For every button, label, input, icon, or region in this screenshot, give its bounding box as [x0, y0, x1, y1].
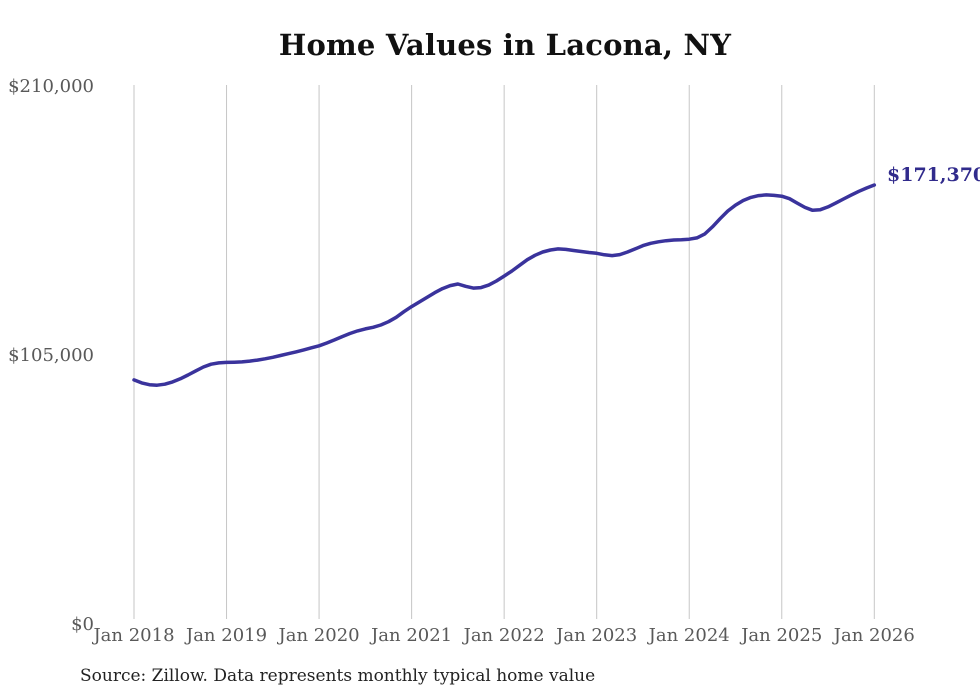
- latest-value-label: $171,370: [887, 164, 980, 186]
- x-axis-tick-labels: Jan 2018 Jan 2019 Jan 2020 Jan 2021 Jan 2022…: [91, 625, 914, 646]
- gridlines: [133, 85, 875, 619]
- x-tick-label: Jan 2018: [91, 625, 174, 646]
- x-tick-label: Jan 2026: [832, 625, 915, 646]
- x-tick-label: Jan 2019: [184, 625, 267, 646]
- x-tick-label: Jan 2023: [554, 625, 637, 646]
- x-tick-label: Jan 2022: [462, 625, 545, 646]
- y-tick-label: $105,000: [8, 345, 94, 366]
- x-tick-label: Jan 2020: [277, 625, 360, 646]
- chart-title: Home Values in Lacona, NY: [278, 28, 732, 62]
- y-tick-label: $0: [71, 614, 94, 635]
- home-value-line-series: [132, 183, 877, 387]
- x-tick-label: Jan 2024: [647, 625, 730, 646]
- x-tick-label: Jan 2021: [369, 625, 452, 646]
- y-axis-tick-labels: $0 $105,000 $210,000: [8, 76, 94, 635]
- x-tick-label: Jan 2025: [739, 625, 822, 646]
- source-note: Source: Zillow. Data represents monthly …: [80, 666, 596, 686]
- y-tick-label: $210,000: [8, 76, 94, 97]
